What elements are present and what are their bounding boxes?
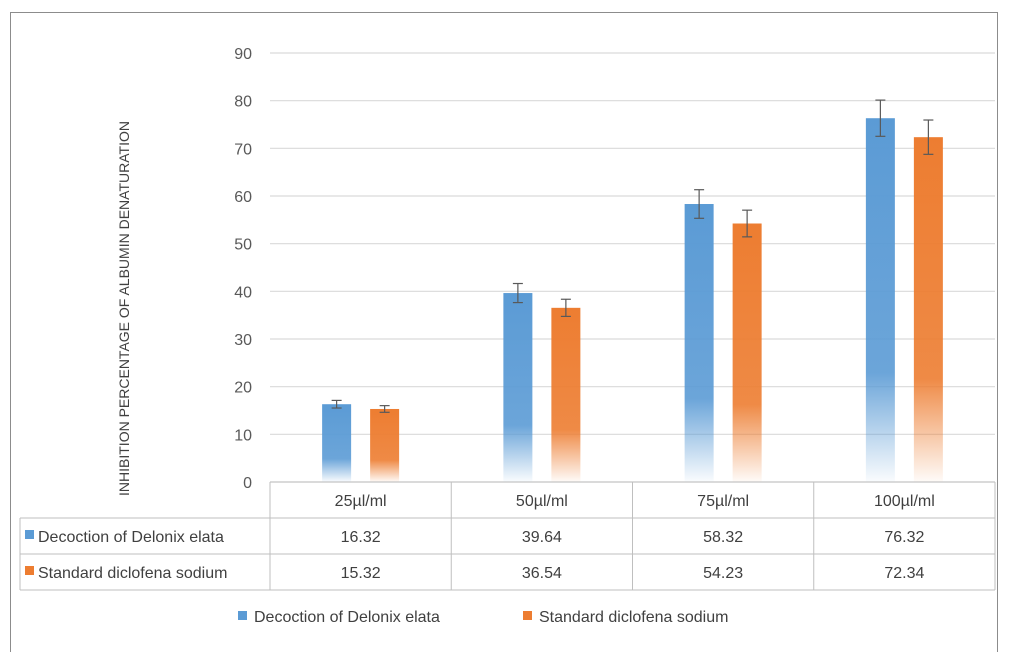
x-tick-label: 75µl/ml: [697, 493, 749, 510]
data-label: 76.32: [884, 529, 924, 546]
legend-marker: [523, 611, 532, 620]
data-label: 72.34: [884, 565, 924, 582]
bar[interactable]: [551, 307, 581, 482]
y-tick-label: 50: [234, 237, 252, 254]
y-tick-label: 30: [234, 332, 252, 349]
x-tick-label: 50µl/ml: [516, 493, 568, 510]
bar[interactable]: [865, 118, 895, 482]
table-legend-key: [25, 566, 34, 575]
table-legend-key: [25, 530, 34, 539]
bar[interactable]: [732, 223, 762, 482]
y-tick-label: 40: [234, 284, 252, 301]
table-series-name: Decoction of Delonix elata: [38, 529, 224, 546]
y-axis-label: INHIBITION PERCENTAGE OF ALBUMIN DENATUR…: [116, 121, 132, 496]
y-tick-label: 0: [243, 475, 252, 492]
data-label: 54.23: [703, 565, 743, 582]
x-tick-label: 100µl/ml: [874, 493, 935, 510]
legend-marker: [238, 611, 247, 620]
legend-entry[interactable]: Decoction of Delonix elata: [254, 609, 440, 626]
bar[interactable]: [684, 204, 714, 482]
bar[interactable]: [503, 293, 533, 482]
data-label: 16.32: [341, 529, 381, 546]
bar[interactable]: [322, 404, 352, 482]
data-label: 58.32: [703, 529, 743, 546]
x-tick-label: 25µl/ml: [335, 493, 387, 510]
table-series-name: Standard diclofena sodium: [38, 565, 227, 582]
y-tick-label: 70: [234, 141, 252, 158]
bar[interactable]: [913, 137, 943, 483]
y-tick-label: 90: [234, 46, 252, 63]
y-tick-label: 20: [234, 380, 252, 397]
bar[interactable]: [370, 408, 400, 482]
data-label: 36.54: [522, 565, 562, 582]
data-label: 15.32: [341, 565, 381, 582]
y-tick-label: 10: [234, 427, 252, 444]
y-tick-label: 60: [234, 189, 252, 206]
legend-entry[interactable]: Standard diclofena sodium: [539, 609, 728, 626]
y-tick-label: 80: [234, 94, 252, 111]
data-label: 39.64: [522, 529, 562, 546]
